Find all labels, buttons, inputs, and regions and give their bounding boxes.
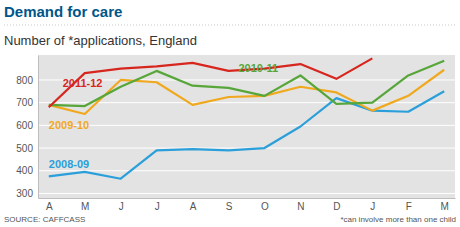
x-tick-label: J <box>370 201 375 212</box>
series-line <box>49 58 373 107</box>
y-tick-label: 700 <box>16 97 33 108</box>
footnote: *can involve more than one child <box>340 215 456 224</box>
x-tick: D <box>333 201 340 212</box>
y-tick-label: 300 <box>16 188 33 199</box>
x-tick-label: F <box>406 201 412 212</box>
chart: Demand for care Number of *applications, … <box>0 0 460 227</box>
x-axis-line <box>39 198 456 199</box>
y-axis: 300 400 500 600 700 800 <box>16 56 38 200</box>
grid-line <box>38 193 455 194</box>
y-tick: 600 <box>16 120 38 131</box>
series-label: 2011-12 <box>63 77 103 89</box>
y-tick: 400 <box>16 165 38 176</box>
y-tick: 500 <box>16 143 38 154</box>
x-tick-label: N <box>297 201 304 212</box>
title: Demand for care <box>4 3 122 20</box>
series-line <box>49 61 444 106</box>
series-lines <box>49 58 444 178</box>
x-tick: S <box>226 201 233 212</box>
x-tick-label: S <box>226 201 233 212</box>
x-tick: M <box>441 201 449 212</box>
title-rule <box>4 25 456 26</box>
x-tick-label: A <box>190 201 197 212</box>
x-tick-label: A <box>46 201 53 212</box>
x-tick: A <box>190 201 197 212</box>
subtitle: Number of *applications, England <box>4 33 197 48</box>
series-labels: 2011-12 2010-11 2009-10 2008-09 <box>49 62 278 170</box>
x-tick: O <box>261 201 269 212</box>
x-tick: M <box>81 201 89 212</box>
x-tick-label: J <box>155 201 160 212</box>
grid-line <box>38 125 455 126</box>
series-label: 2008-09 <box>49 158 89 170</box>
series-label: 2010-11 <box>238 62 278 74</box>
y-axis-line <box>38 56 39 199</box>
x-tick: A <box>46 201 53 212</box>
x-axis: AMJJASONDJFM <box>39 199 456 213</box>
x-tick: N <box>297 201 304 212</box>
x-tick-label: O <box>261 201 269 212</box>
x-tick: J <box>155 201 160 212</box>
grid-line <box>38 170 455 171</box>
source: SOURCE: CAFFCASS <box>4 215 85 224</box>
x-tick: J <box>370 201 375 212</box>
series-label: 2009-10 <box>49 119 89 131</box>
y-tick: 800 <box>16 75 38 86</box>
x-tick: F <box>406 201 412 212</box>
y-tick-label: 500 <box>16 143 33 154</box>
y-tick-label: 600 <box>16 120 33 131</box>
x-tick-label: D <box>333 201 340 212</box>
x-tick: J <box>119 201 124 212</box>
y-tick-label: 800 <box>16 75 33 86</box>
plot-background <box>38 55 455 198</box>
x-tick-label: M <box>441 201 449 212</box>
x-tick-label: M <box>81 201 89 212</box>
y-tick: 300 <box>16 188 38 199</box>
y-tick-label: 400 <box>16 165 33 176</box>
x-tick-label: J <box>119 201 124 212</box>
y-tick: 700 <box>16 97 38 108</box>
